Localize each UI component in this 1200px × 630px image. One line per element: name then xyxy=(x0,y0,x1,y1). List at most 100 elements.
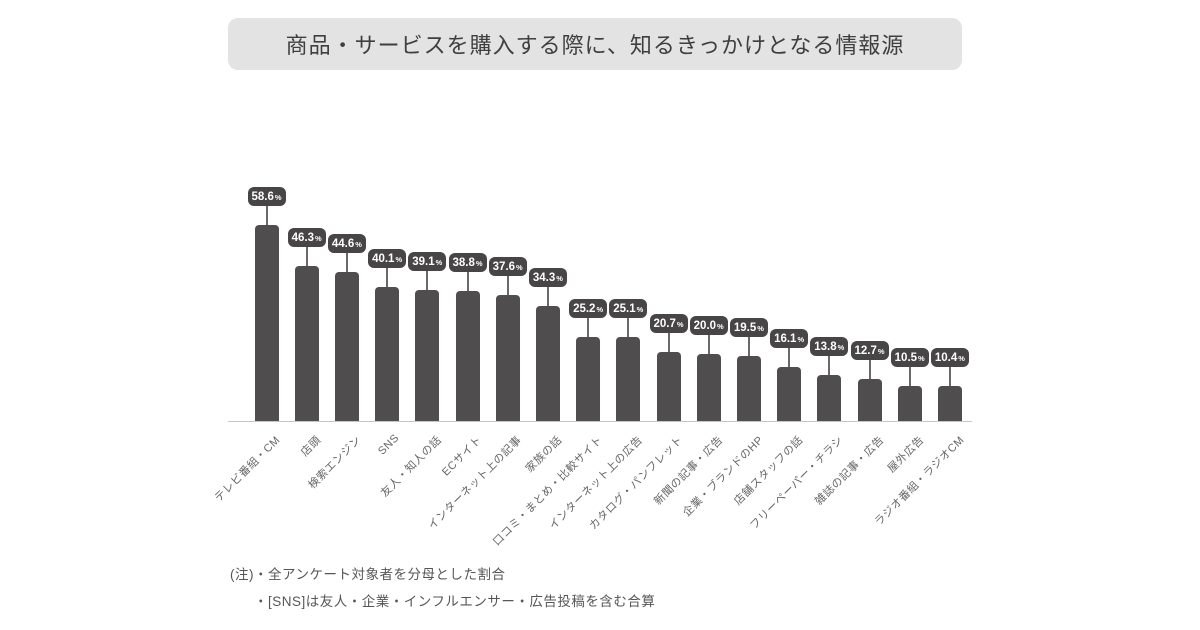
bubble-stem xyxy=(506,276,509,295)
value-bubble: 40.1% xyxy=(368,249,407,268)
percent-sign: % xyxy=(676,320,684,329)
x-axis-line xyxy=(228,421,972,422)
value-bubble: 58.6% xyxy=(247,187,286,206)
category-label: 店頭 xyxy=(298,434,324,459)
value-text: 39.1 xyxy=(412,255,435,268)
percent-sign: % xyxy=(877,347,885,356)
value-bubble: 46.3% xyxy=(287,228,326,247)
percent-sign: % xyxy=(395,255,403,264)
bubble-stem xyxy=(747,337,750,356)
percent-sign: % xyxy=(717,322,724,331)
value-text: 34.3 xyxy=(532,271,556,284)
bar xyxy=(535,306,560,421)
bar xyxy=(777,367,802,421)
value-bubble: 37.6% xyxy=(488,257,527,276)
percent-sign: % xyxy=(837,343,845,352)
percent-sign: % xyxy=(556,274,563,283)
percent-sign: % xyxy=(435,258,443,267)
bar xyxy=(334,272,359,421)
bar xyxy=(616,337,641,421)
value-text: 58.6 xyxy=(251,190,274,203)
percent-sign: % xyxy=(918,354,925,363)
value-text: 10.5 xyxy=(894,351,918,364)
bubble-stem xyxy=(828,356,831,375)
value-bubble: 10.4% xyxy=(930,348,969,367)
value-bubble: 25.1% xyxy=(609,299,648,318)
value-bubble: 10.5% xyxy=(890,348,929,367)
value-text: 12.7 xyxy=(854,344,877,357)
bubble-stem xyxy=(546,287,549,306)
percent-sign: % xyxy=(596,305,604,314)
bar xyxy=(656,352,681,421)
value-bubble: 34.3% xyxy=(528,268,567,287)
value-bubble: 44.6% xyxy=(327,234,366,253)
value-text: 44.6 xyxy=(331,237,355,250)
percent-sign: % xyxy=(475,259,483,268)
percent-sign: % xyxy=(274,193,282,202)
category-label: テレビ番組・CM xyxy=(213,434,284,505)
bar xyxy=(937,386,962,421)
value-text: 16.1 xyxy=(774,332,797,345)
bubble-stem xyxy=(868,360,871,379)
value-bubble: 39.1% xyxy=(408,252,447,271)
value-text: 38.8 xyxy=(452,256,475,269)
category-label: 店舗スタッフの話 xyxy=(732,434,806,508)
bubble-stem xyxy=(265,206,268,225)
footnote-line-2: ・[SNS]は友人・企業・インフルエンサー・広告投稿を含む合算 xyxy=(254,594,656,609)
value-text: 19.5 xyxy=(733,321,757,334)
bar xyxy=(817,375,842,421)
bar xyxy=(495,295,520,421)
value-text: 40.1 xyxy=(372,252,395,265)
bar xyxy=(857,379,882,421)
bar xyxy=(415,290,440,421)
bubble-stem xyxy=(386,268,389,287)
value-bubble: 38.8% xyxy=(448,253,487,272)
bar xyxy=(254,225,279,421)
value-text: 20.7 xyxy=(653,317,676,330)
value-bubble: 20.0% xyxy=(689,316,728,335)
percent-sign: % xyxy=(958,354,965,363)
value-bubble: 25.2% xyxy=(569,299,608,318)
chart-title-banner: 商品・サービスを購入する際に、知るきっかけとなる情報源 xyxy=(228,18,962,70)
value-text: 25.1 xyxy=(613,302,636,315)
value-bubble: 19.5% xyxy=(729,318,768,337)
value-text: 20.0 xyxy=(693,319,717,332)
value-text: 46.3 xyxy=(291,231,315,244)
percent-sign: % xyxy=(636,305,644,314)
value-text: 10.4 xyxy=(934,351,958,364)
value-bubble: 16.1% xyxy=(770,329,809,348)
category-label: SNS xyxy=(376,432,402,458)
percent-sign: % xyxy=(797,335,805,344)
chart-title: 商品・サービスを購入する際に、知るきっかけとなる情報源 xyxy=(285,33,905,58)
bubble-stem xyxy=(908,367,911,386)
bubble-stem xyxy=(707,335,710,354)
footnote-line-1: (注)・全アンケート対象者を分母とした割合 xyxy=(230,567,506,582)
bar xyxy=(375,287,400,421)
bubble-stem xyxy=(667,333,670,352)
bar xyxy=(294,266,319,421)
bubble-stem xyxy=(345,253,348,272)
bar xyxy=(696,354,721,421)
bubble-stem xyxy=(466,272,469,291)
value-bubble: 12.7% xyxy=(850,341,889,360)
percent-sign: % xyxy=(516,263,523,272)
value-text: 13.8 xyxy=(814,340,837,353)
bar xyxy=(897,386,922,421)
category-label: 新聞の記事・広告 xyxy=(651,434,726,508)
percent-sign: % xyxy=(355,240,362,249)
value-bubble: 20.7% xyxy=(649,314,688,333)
percent-sign: % xyxy=(315,234,322,243)
bubble-stem xyxy=(948,367,951,386)
bar xyxy=(576,337,601,421)
percent-sign: % xyxy=(757,324,764,333)
bubble-stem xyxy=(426,271,429,290)
bubble-stem xyxy=(788,348,791,367)
value-text: 37.6 xyxy=(492,260,516,273)
bubble-stem xyxy=(587,318,590,337)
value-bubble: 13.8% xyxy=(810,337,849,356)
bubble-stem xyxy=(305,247,308,266)
bar xyxy=(736,356,761,421)
value-text: 25.2 xyxy=(573,302,596,315)
